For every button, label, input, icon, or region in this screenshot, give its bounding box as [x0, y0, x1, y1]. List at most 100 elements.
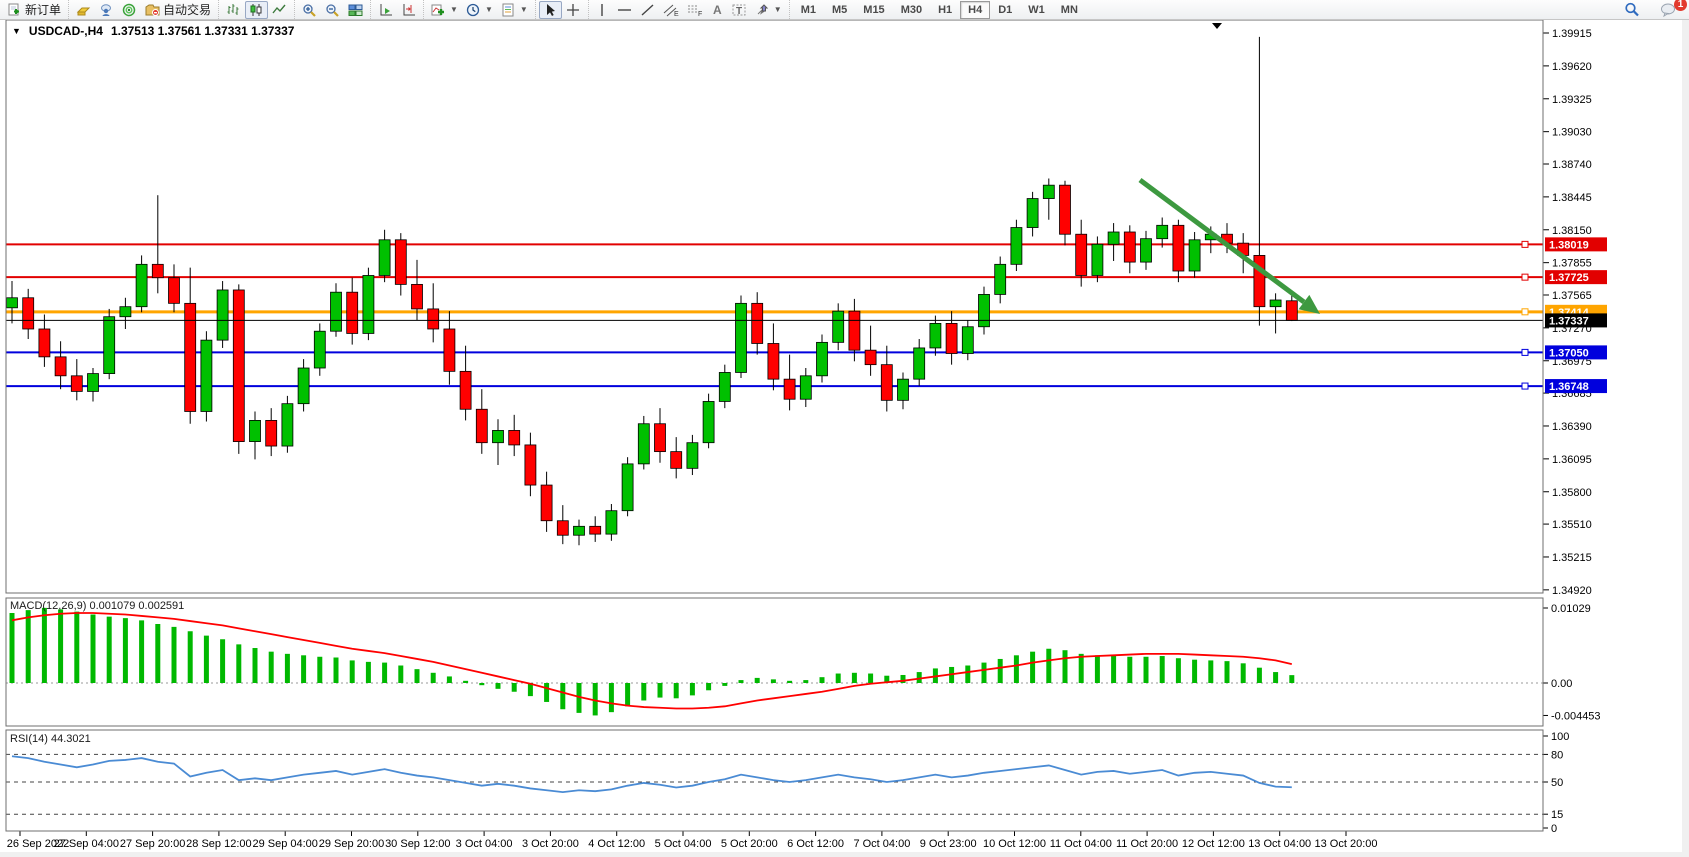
- candle[interactable]: [945, 323, 958, 354]
- candle[interactable]: [864, 349, 877, 366]
- candle[interactable]: [961, 326, 974, 354]
- signals-button[interactable]: [118, 1, 141, 19]
- zoom-in-button[interactable]: [298, 1, 321, 19]
- candle[interactable]: [119, 306, 132, 318]
- line-handle[interactable]: [1521, 348, 1529, 356]
- candle[interactable]: [1123, 231, 1136, 263]
- candle[interactable]: [637, 423, 650, 465]
- candle[interactable]: [524, 444, 537, 486]
- market-watch-button[interactable]: [95, 1, 118, 19]
- candle[interactable]: [929, 323, 942, 349]
- candle[interactable]: [913, 347, 926, 380]
- candle[interactable]: [103, 316, 116, 374]
- timeframe-H1[interactable]: H1: [938, 3, 953, 16]
- candle[interactable]: [459, 370, 472, 410]
- candle[interactable]: [297, 367, 310, 405]
- macd-panel[interactable]: 0.01029 0.00 -0.004453: [6, 603, 1601, 722]
- candle[interactable]: [135, 263, 148, 308]
- candle[interactable]: [411, 283, 423, 310]
- candle[interactable]: [816, 341, 828, 377]
- candle[interactable]: [605, 510, 618, 535]
- timeframe-M15[interactable]: M15: [863, 3, 885, 16]
- bar-chart-button[interactable]: [222, 1, 245, 19]
- rsi-panel[interactable]: 100 80 50 15 0: [6, 731, 1569, 835]
- candle[interactable]: [313, 330, 326, 369]
- candle[interactable]: [1253, 255, 1266, 308]
- candle[interactable]: [54, 356, 67, 377]
- candle[interactable]: [1188, 239, 1201, 272]
- candle[interactable]: [670, 451, 683, 469]
- candle[interactable]: [832, 310, 845, 343]
- indicators-button[interactable]: ▼: [427, 1, 462, 19]
- autotrading-button[interactable]: 自动交易: [141, 1, 215, 19]
- candle[interactable]: [799, 375, 812, 400]
- equidistant-channel-button[interactable]: E: [659, 1, 683, 19]
- fibonacci-button[interactable]: F: [683, 1, 707, 19]
- annotation-arrow[interactable]: [1138, 177, 1306, 305]
- candle[interactable]: [508, 430, 521, 446]
- candle[interactable]: [897, 378, 909, 401]
- candle[interactable]: [22, 297, 35, 330]
- candle[interactable]: [654, 423, 666, 453]
- candle[interactable]: [346, 291, 359, 334]
- candle[interactable]: [880, 364, 893, 401]
- candle[interactable]: [686, 442, 699, 469]
- crosshair-button[interactable]: [562, 1, 585, 19]
- timeframe-M1[interactable]: M1: [800, 3, 816, 16]
- candle[interactable]: [362, 275, 375, 334]
- candle[interactable]: [330, 291, 342, 332]
- text-button[interactable]: A: [707, 1, 728, 19]
- candle[interactable]: [475, 408, 488, 444]
- vertical-line-button[interactable]: [592, 1, 613, 19]
- candle[interactable]: [589, 525, 602, 535]
- candle[interactable]: [200, 339, 213, 412]
- candle[interactable]: [151, 263, 164, 279]
- trendline-button[interactable]: [636, 1, 659, 19]
- line-chart-button[interactable]: [268, 1, 291, 19]
- candle[interactable]: [1059, 184, 1071, 235]
- candle[interactable]: [216, 289, 229, 341]
- chat-button[interactable]: 1: [1656, 0, 1687, 19]
- new-order-button[interactable]: 新订单: [3, 1, 65, 19]
- candle[interactable]: [1172, 224, 1185, 272]
- candle[interactable]: [783, 378, 796, 400]
- chart-shift-button[interactable]: [397, 1, 420, 19]
- tile-windows-button[interactable]: [344, 1, 367, 19]
- candle[interactable]: [1156, 224, 1169, 240]
- candle[interactable]: [735, 302, 747, 373]
- candle[interactable]: [718, 372, 731, 402]
- timeframe-M30[interactable]: M30: [900, 3, 923, 16]
- candle[interactable]: [573, 525, 585, 536]
- line-handle[interactable]: [1521, 240, 1529, 248]
- candle[interactable]: [1010, 227, 1023, 265]
- candle[interactable]: [492, 430, 504, 444]
- candle[interactable]: [1091, 243, 1104, 276]
- timeframe-H4[interactable]: H4: [960, 0, 991, 19]
- timeframe-D1[interactable]: D1: [998, 3, 1013, 16]
- candle[interactable]: [394, 239, 407, 285]
- candle[interactable]: [87, 373, 99, 392]
- candle[interactable]: [427, 308, 440, 330]
- candle[interactable]: [232, 289, 245, 442]
- templates-button[interactable]: ▼: [497, 1, 532, 19]
- horizontal-line-button[interactable]: [613, 1, 636, 19]
- collapse-triangle-icon[interactable]: ▼: [12, 26, 21, 36]
- chart-shift-marker[interactable]: [1212, 23, 1222, 29]
- candle[interactable]: [1140, 238, 1152, 263]
- line-handle[interactable]: [1521, 382, 1529, 390]
- candle[interactable]: [1075, 233, 1088, 276]
- charts-button[interactable]: [72, 1, 95, 19]
- candle[interactable]: [767, 343, 780, 380]
- periods-button[interactable]: ▼: [462, 1, 497, 19]
- candle[interactable]: [184, 302, 197, 412]
- candle[interactable]: [702, 401, 715, 444]
- line-handle[interactable]: [1521, 273, 1529, 281]
- auto-scroll-button[interactable]: [374, 1, 397, 19]
- timeframe-MN[interactable]: MN: [1060, 3, 1078, 16]
- candle[interactable]: [1026, 198, 1039, 228]
- arrows-button[interactable]: ▼: [751, 1, 786, 19]
- candle[interactable]: [994, 263, 1007, 295]
- candle[interactable]: [1285, 300, 1298, 321]
- candle[interactable]: [848, 310, 861, 351]
